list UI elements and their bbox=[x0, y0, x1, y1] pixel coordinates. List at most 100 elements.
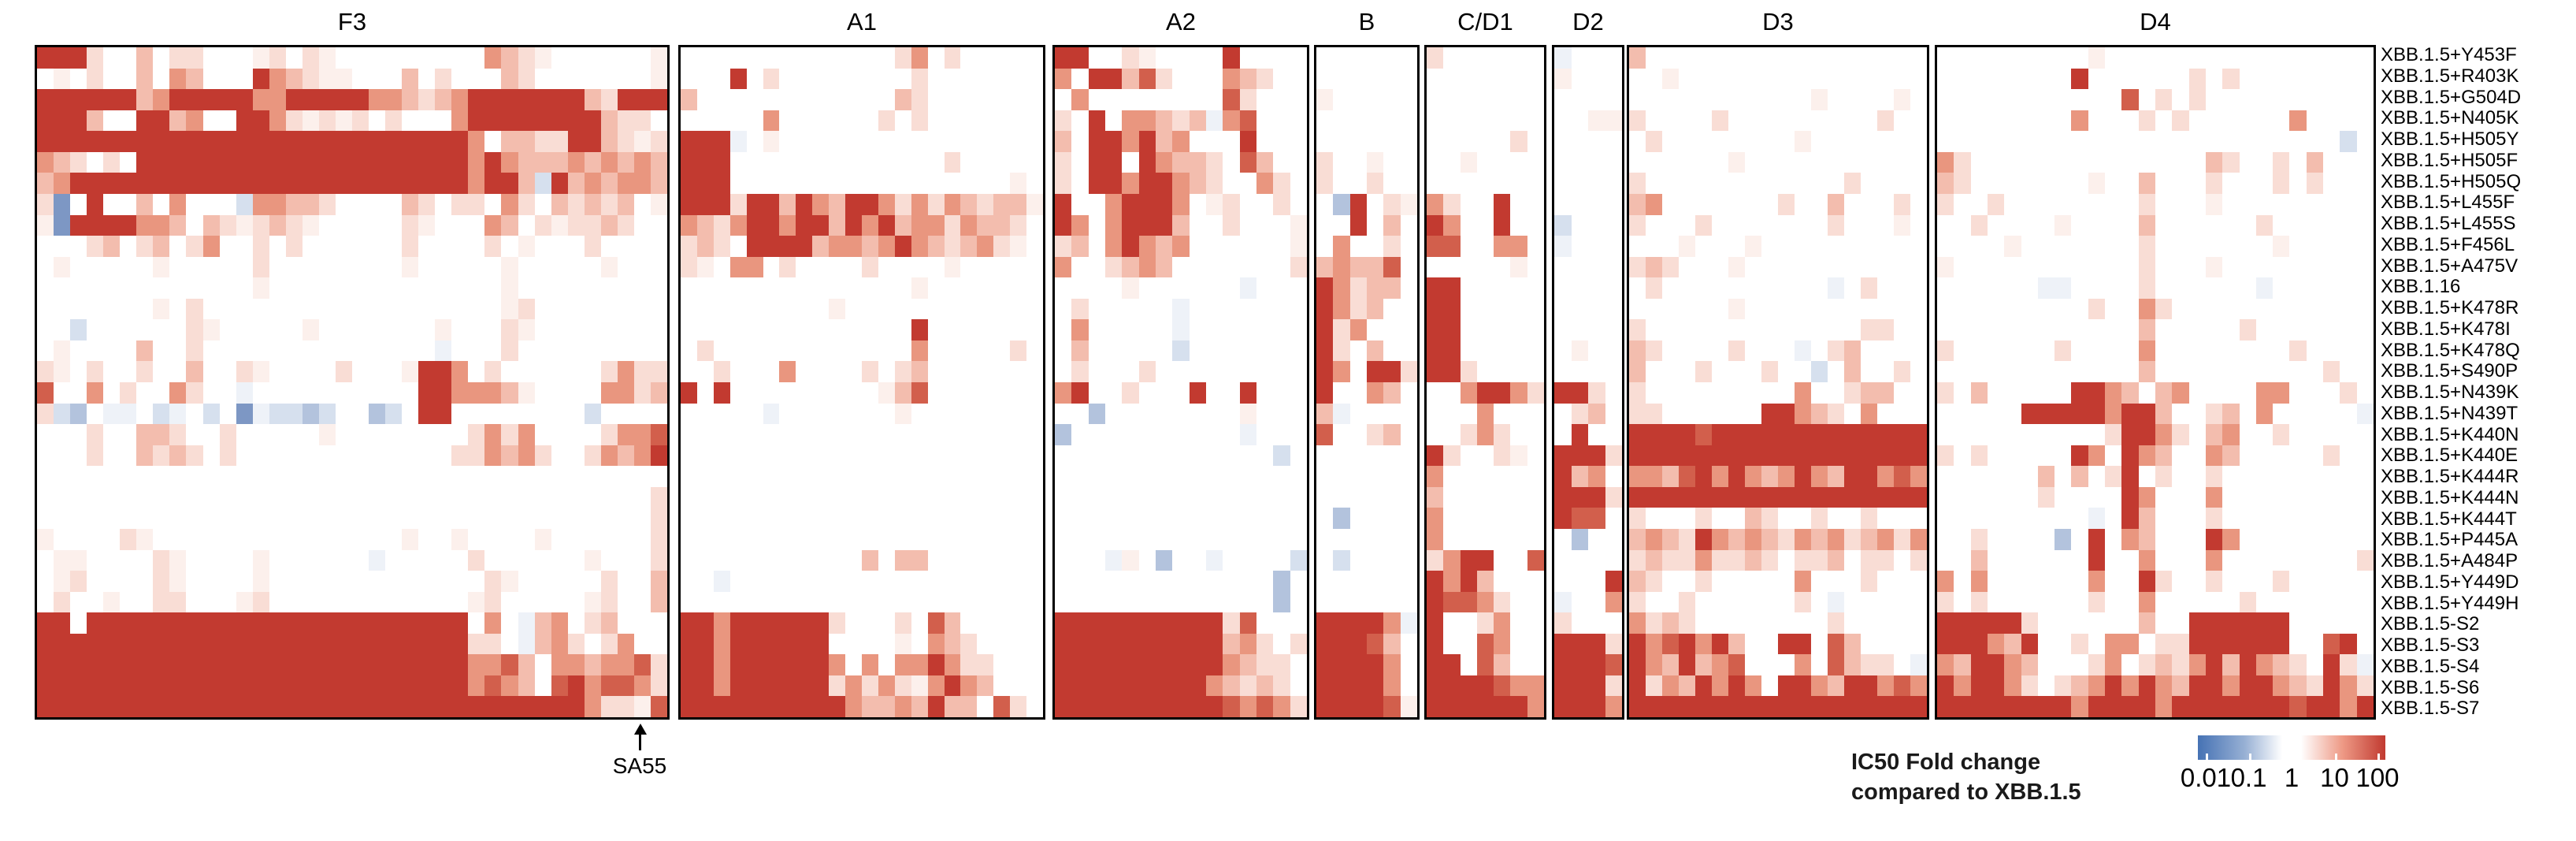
heatmap-cell bbox=[302, 675, 319, 697]
heatmap-cell bbox=[1646, 528, 1662, 550]
heatmap-cell bbox=[617, 214, 634, 236]
heatmap-cell bbox=[1494, 549, 1511, 571]
heatmap-cell bbox=[1910, 633, 1927, 655]
heatmap-cell bbox=[1010, 528, 1027, 550]
heatmap-cell bbox=[1476, 528, 1494, 550]
heatmap-cell bbox=[1662, 47, 1679, 69]
heatmap-cell bbox=[1055, 47, 1072, 69]
heatmap-cell bbox=[1828, 528, 1844, 550]
heatmap-cell bbox=[1476, 508, 1494, 529]
heatmap-cell bbox=[2088, 654, 2106, 675]
heatmap-cell bbox=[318, 382, 336, 404]
heatmap-cell bbox=[796, 361, 813, 382]
heatmap-cell bbox=[2273, 612, 2290, 634]
heatmap-cell bbox=[993, 277, 1011, 299]
heatmap-cell bbox=[633, 319, 651, 340]
heatmap-cell bbox=[617, 382, 634, 404]
heatmap-cell bbox=[1383, 173, 1401, 194]
colorbar-tick-label: 0.1 bbox=[2230, 763, 2267, 792]
heatmap-cell bbox=[878, 633, 895, 655]
heatmap-cell bbox=[2340, 214, 2357, 236]
heatmap-cell bbox=[960, 173, 978, 194]
heatmap-cell bbox=[729, 633, 747, 655]
heatmap-cell bbox=[87, 528, 104, 550]
heatmap-cell bbox=[1206, 256, 1223, 278]
heatmap-cell bbox=[1695, 340, 1712, 362]
heatmap-cell bbox=[1861, 508, 1877, 529]
colorbar-tick-label: 10 bbox=[2320, 763, 2349, 792]
heatmap-cell bbox=[1510, 571, 1527, 592]
heatmap-cell bbox=[633, 193, 651, 215]
heatmap-cell bbox=[1679, 654, 1695, 675]
heatmap-cell bbox=[1476, 612, 1494, 634]
heatmap-cell bbox=[269, 319, 286, 340]
heatmap-cell bbox=[2155, 654, 2173, 675]
heatmap-cell bbox=[219, 236, 236, 257]
heatmap-cell bbox=[202, 508, 220, 529]
heatmap-cell bbox=[713, 528, 730, 550]
heatmap-cell bbox=[2021, 151, 2038, 173]
heatmap-cell bbox=[1844, 151, 1861, 173]
heatmap-cell bbox=[1316, 633, 1334, 655]
heatmap-cell bbox=[1316, 68, 1334, 90]
heatmap-cell bbox=[713, 591, 730, 613]
heatmap-cell bbox=[1861, 549, 1877, 571]
heatmap-cell bbox=[2239, 319, 2256, 340]
heatmap-cell bbox=[1476, 486, 1494, 508]
heatmap-cell bbox=[1223, 47, 1240, 69]
heatmap-cell bbox=[1427, 340, 1444, 362]
heatmap-cell bbox=[1494, 131, 1511, 152]
heatmap-cell bbox=[681, 549, 697, 571]
heatmap-cell bbox=[1605, 591, 1622, 613]
heatmap-cell bbox=[402, 173, 419, 194]
heatmap-cell bbox=[2289, 361, 2307, 382]
heatmap-cell bbox=[269, 445, 286, 467]
heatmap-cell bbox=[219, 654, 236, 675]
heatmap-cell bbox=[1316, 110, 1334, 132]
heatmap-cell bbox=[944, 151, 961, 173]
heatmap-cell bbox=[1877, 403, 1894, 425]
heatmap-cell bbox=[2004, 214, 2021, 236]
heatmap-cell bbox=[2037, 131, 2055, 152]
heatmap-cell bbox=[729, 236, 747, 257]
heatmap-cell bbox=[1256, 193, 1274, 215]
heatmap-cell bbox=[878, 591, 895, 613]
heatmap-cell bbox=[369, 214, 386, 236]
heatmap-cell bbox=[1745, 591, 1761, 613]
heatmap-cell bbox=[845, 633, 862, 655]
heatmap-cell bbox=[1256, 361, 1274, 382]
heatmap-cell bbox=[1588, 173, 1605, 194]
heatmap-cell bbox=[1554, 193, 1572, 215]
heatmap-cell bbox=[1223, 571, 1240, 592]
heatmap-cell bbox=[681, 382, 697, 404]
heatmap-cell bbox=[1333, 424, 1350, 445]
heatmap-cell bbox=[1728, 151, 1745, 173]
heatmap-cell bbox=[1571, 68, 1588, 90]
heatmap-cell bbox=[1828, 424, 1844, 445]
heatmap-cell bbox=[2306, 47, 2324, 69]
heatmap-cell bbox=[2323, 173, 2340, 194]
heatmap-cell bbox=[1695, 696, 1712, 717]
heatmap-cell bbox=[927, 256, 945, 278]
heatmap-cell bbox=[1894, 508, 1910, 529]
heatmap-cell bbox=[2340, 236, 2357, 257]
heatmap-cell bbox=[1679, 277, 1695, 299]
heatmap-cell bbox=[911, 508, 928, 529]
heatmap-cell bbox=[1588, 319, 1605, 340]
heatmap-cell bbox=[1646, 571, 1662, 592]
heatmap-cell bbox=[1494, 486, 1511, 508]
heatmap-cell bbox=[1071, 424, 1089, 445]
heatmap-cell bbox=[746, 486, 763, 508]
heatmap-cell bbox=[418, 89, 436, 110]
heatmap-cell bbox=[2255, 68, 2273, 90]
heatmap-cell bbox=[746, 612, 763, 634]
heatmap-cell bbox=[70, 486, 87, 508]
heatmap-cell bbox=[2054, 298, 2072, 320]
heatmap-cell bbox=[861, 466, 878, 487]
heatmap-cell bbox=[1629, 236, 1646, 257]
heatmap-cell bbox=[911, 591, 928, 613]
heatmap-cell bbox=[1383, 89, 1401, 110]
heatmap-cell bbox=[1778, 361, 1795, 382]
heatmap-cell bbox=[169, 591, 187, 613]
heatmap-cell bbox=[186, 549, 203, 571]
